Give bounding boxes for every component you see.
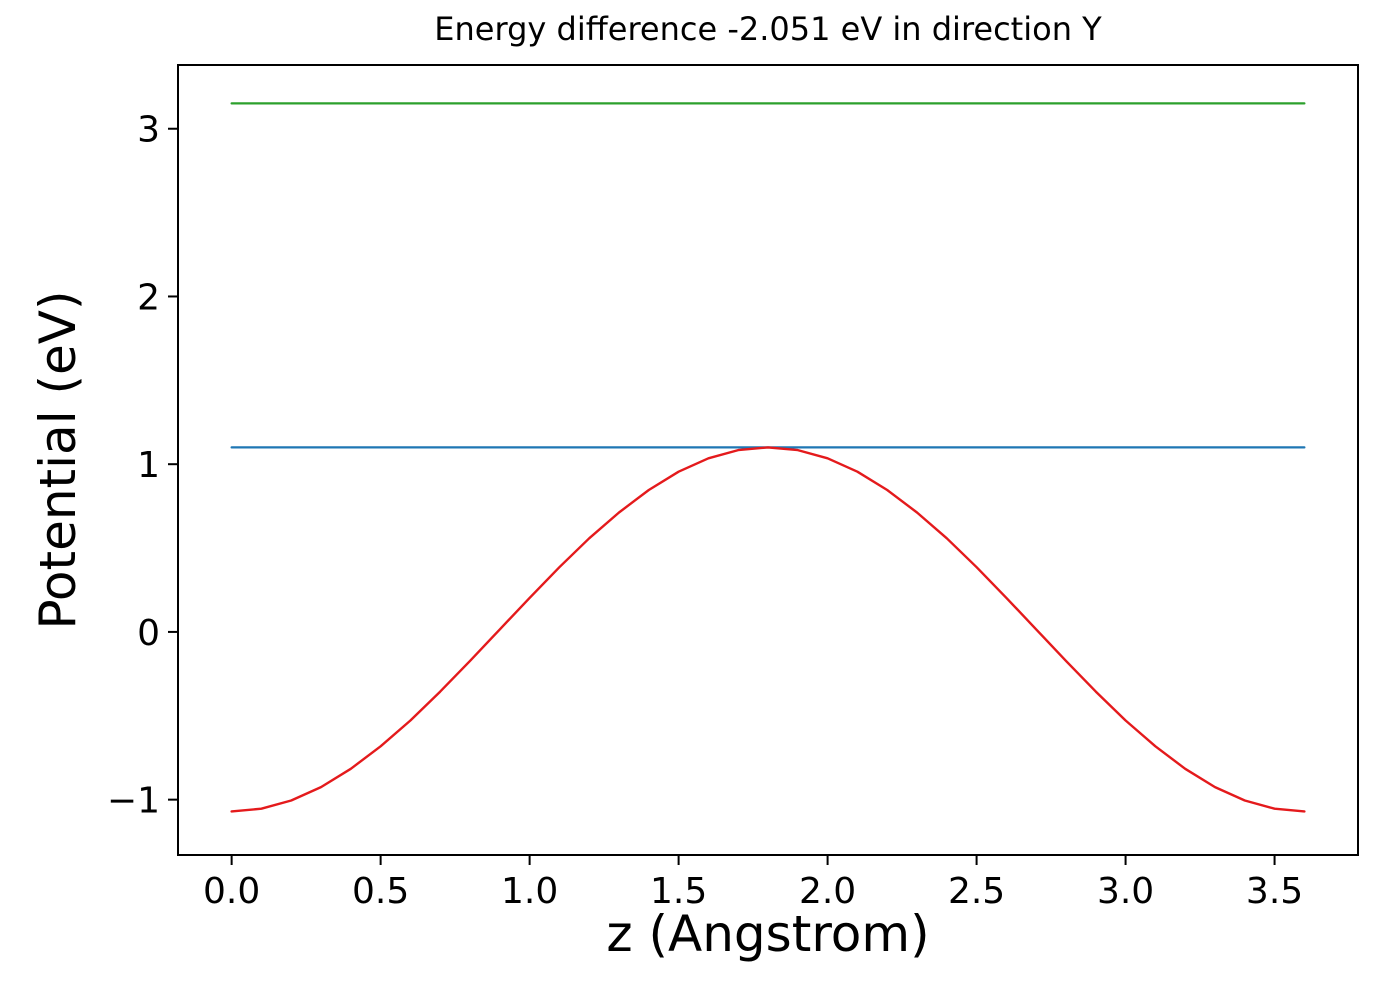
axes-spines [177, 64, 1359, 856]
x-tick-label: 2.0 [799, 871, 856, 912]
chart-title: Energy difference -2.051 eV in direction… [434, 10, 1102, 48]
y-tick-label: 2 [137, 277, 160, 318]
y-tick-label: −1 [107, 781, 160, 822]
x-tick-label: 3.0 [1097, 871, 1154, 912]
y-tick-label: 1 [137, 445, 160, 486]
x-tick-label: 1.5 [650, 871, 707, 912]
x-axis-label: z (Angstrom) [606, 905, 930, 963]
x-tick-label: 1.0 [501, 871, 558, 912]
x-tick-label: 2.5 [948, 871, 1005, 912]
y-tick-label: 0 [137, 613, 160, 654]
x-tick-label: 3.5 [1246, 871, 1303, 912]
x-tick-label: 0.0 [203, 871, 260, 912]
series-planar-potential-red [230, 446, 1306, 813]
x-tick-label: 0.5 [352, 871, 409, 912]
y-tick-label: 3 [137, 110, 160, 151]
